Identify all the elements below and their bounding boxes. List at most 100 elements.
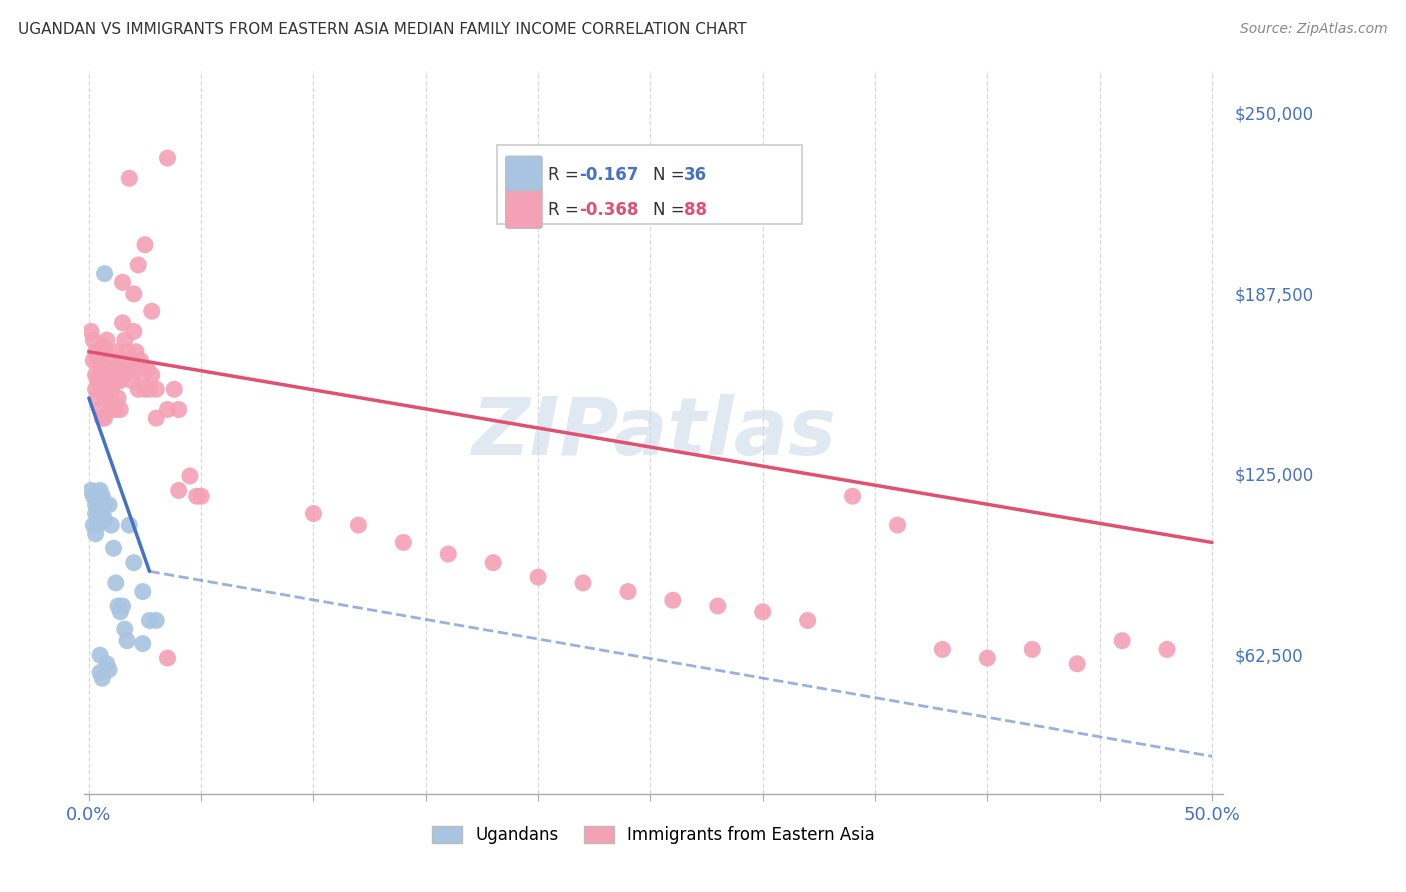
Point xyxy=(104,374,127,388)
Text: ZIPatlas: ZIPatlas xyxy=(471,393,837,472)
Point xyxy=(751,605,773,619)
Point xyxy=(111,316,134,330)
Point xyxy=(87,391,110,405)
Point xyxy=(156,651,179,665)
Point xyxy=(167,483,190,498)
Point xyxy=(437,547,460,561)
Point xyxy=(110,402,132,417)
Point xyxy=(976,651,998,665)
Point xyxy=(96,333,118,347)
Point xyxy=(98,353,121,368)
Point xyxy=(167,402,190,417)
Point xyxy=(89,483,111,498)
Text: N =: N = xyxy=(654,201,690,219)
Point xyxy=(82,518,104,533)
Point xyxy=(93,411,115,425)
Point xyxy=(82,489,104,503)
Point xyxy=(89,498,111,512)
Point xyxy=(91,362,114,376)
Point xyxy=(156,151,179,165)
Point xyxy=(89,382,111,396)
Point xyxy=(89,402,111,417)
Point xyxy=(100,518,122,533)
Point xyxy=(132,368,155,382)
Text: $62,500: $62,500 xyxy=(1234,648,1303,665)
Point xyxy=(93,267,115,281)
Point xyxy=(122,556,145,570)
Point xyxy=(104,402,127,417)
Point xyxy=(1156,642,1178,657)
Point xyxy=(482,556,505,570)
Point xyxy=(84,382,107,396)
Point xyxy=(138,382,160,396)
Point xyxy=(111,353,134,368)
Point xyxy=(662,593,685,607)
Point xyxy=(145,411,167,425)
Point xyxy=(100,382,122,396)
Point xyxy=(931,642,953,657)
Point xyxy=(127,258,149,272)
Legend: Ugandans, Immigrants from Eastern Asia: Ugandans, Immigrants from Eastern Asia xyxy=(426,819,882,851)
Point xyxy=(91,671,114,685)
Point xyxy=(84,498,107,512)
Point xyxy=(82,333,104,347)
Point xyxy=(93,368,115,382)
Text: R =: R = xyxy=(548,201,583,219)
Point xyxy=(115,633,138,648)
Point xyxy=(617,584,640,599)
Point xyxy=(87,353,110,368)
Point xyxy=(107,391,129,405)
Text: N =: N = xyxy=(654,166,690,184)
Text: UGANDAN VS IMMIGRANTS FROM EASTERN ASIA MEDIAN FAMILY INCOME CORRELATION CHART: UGANDAN VS IMMIGRANTS FROM EASTERN ASIA … xyxy=(18,22,747,37)
Point xyxy=(134,382,156,396)
Point xyxy=(1021,642,1043,657)
Text: Source: ZipAtlas.com: Source: ZipAtlas.com xyxy=(1240,22,1388,37)
Point xyxy=(93,498,115,512)
Text: $187,500: $187,500 xyxy=(1234,286,1313,304)
Point xyxy=(91,339,114,353)
Point xyxy=(111,599,134,613)
Point xyxy=(82,353,104,368)
Point xyxy=(114,622,136,636)
Point xyxy=(156,402,179,417)
Point xyxy=(87,374,110,388)
Point xyxy=(145,614,167,628)
Point xyxy=(886,518,908,533)
Text: -0.368: -0.368 xyxy=(579,201,638,219)
Point xyxy=(129,353,152,368)
Point xyxy=(100,362,122,376)
Point xyxy=(107,362,129,376)
Point xyxy=(302,507,325,521)
Point xyxy=(132,637,155,651)
Point xyxy=(91,382,114,396)
Point xyxy=(96,382,118,396)
Point xyxy=(125,344,148,359)
Point xyxy=(80,325,103,339)
Point xyxy=(110,605,132,619)
Point xyxy=(91,489,114,503)
Point xyxy=(93,391,115,405)
Point xyxy=(1111,633,1133,648)
Point xyxy=(98,498,121,512)
Text: 88: 88 xyxy=(685,201,707,219)
Point xyxy=(93,512,115,526)
Point xyxy=(98,663,121,677)
Point xyxy=(91,503,114,517)
Point xyxy=(89,368,111,382)
Point xyxy=(87,503,110,517)
Point xyxy=(84,368,107,382)
Point xyxy=(145,382,167,396)
Point xyxy=(122,286,145,301)
Point xyxy=(110,374,132,388)
Point xyxy=(179,469,201,483)
Point xyxy=(1066,657,1088,671)
Point xyxy=(141,304,163,318)
Point xyxy=(84,344,107,359)
Point xyxy=(347,518,370,533)
Point xyxy=(103,368,125,382)
Point xyxy=(115,344,138,359)
Point xyxy=(87,489,110,503)
Point xyxy=(796,614,818,628)
Point xyxy=(134,237,156,252)
Text: $250,000: $250,000 xyxy=(1234,106,1313,124)
